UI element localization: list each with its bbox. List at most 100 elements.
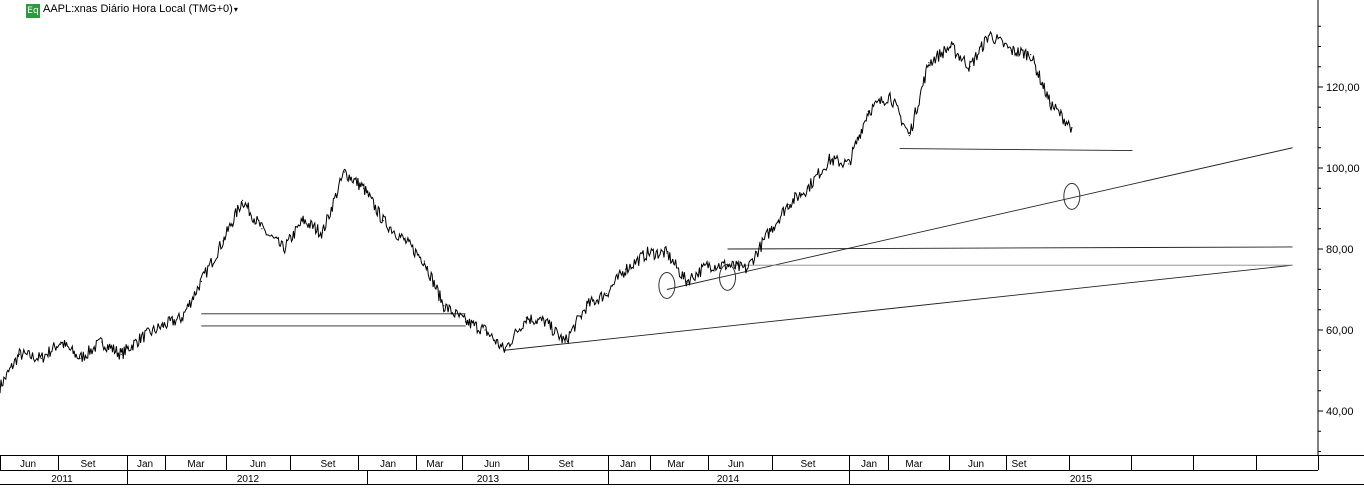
price-point	[564, 341, 566, 343]
month-label: Jun	[484, 459, 500, 470]
price-point	[0, 386, 1, 388]
price-point	[726, 264, 729, 266]
y-tick-label: 120,00	[1326, 82, 1360, 94]
price-point	[950, 45, 952, 48]
year-label: 2012	[237, 474, 260, 485]
chart-title-text: AAPL:xnas Diário Hora Local (TMG+0)	[43, 3, 233, 15]
price-point	[321, 232, 324, 234]
month-label: Set	[1011, 459, 1026, 470]
price-point	[988, 33, 991, 35]
highlight-circle	[719, 263, 736, 291]
price-point	[867, 110, 869, 112]
price-point	[382, 220, 384, 222]
price-point	[18, 353, 20, 355]
price-point	[768, 232, 770, 234]
month-label: Jun	[728, 459, 744, 470]
month-label: Mar	[426, 459, 444, 470]
month-label: Mar	[187, 459, 205, 470]
price-point	[423, 260, 425, 262]
highlight-circle	[1063, 182, 1081, 210]
price-line	[0, 30, 1073, 394]
equity-badge-icon: Eq	[26, 4, 40, 18]
price-point	[120, 353, 122, 355]
month-label: Jun	[250, 459, 266, 470]
price-point	[363, 187, 365, 189]
price-point	[161, 325, 164, 327]
price-point	[222, 240, 224, 242]
month-label: Jan	[861, 459, 877, 470]
price-point	[404, 240, 406, 242]
month-label: Mar	[667, 459, 685, 470]
chart-title[interactable]: AAPL:xnas Diário Hora Local (TMG+0)▾	[43, 3, 238, 15]
price-point	[908, 135, 910, 137]
price-point	[79, 357, 81, 359]
price-point	[261, 228, 263, 230]
price-point	[465, 321, 467, 323]
price-point	[605, 292, 607, 295]
year-label: 2014	[717, 474, 740, 485]
year-label: 2011	[51, 474, 73, 485]
price-series	[0, 30, 1073, 394]
price-point	[181, 317, 183, 319]
year-label: 2013	[477, 474, 500, 485]
month-label: Set	[800, 459, 815, 470]
month-label: Set	[558, 459, 573, 470]
price-point	[503, 349, 505, 351]
trendline-horizontal	[727, 246, 1293, 250]
price-point	[806, 187, 809, 189]
trendline-trend	[666, 147, 1293, 290]
price-point	[241, 199, 244, 201]
x-axis: Jun Set Jan Mar Jun Set Jan Mar Jun Set Jan Mar Jun S…	[0, 456, 1319, 485]
price-point	[707, 264, 709, 266]
y-axis: 40,00 60,00 80,00 100,00 120,00	[1318, 25, 1360, 452]
month-label: Jan	[620, 459, 636, 470]
price-point	[443, 305, 445, 307]
month-label: Mar	[905, 459, 923, 470]
price-point	[625, 268, 627, 270]
year-label: 2015	[1070, 474, 1093, 485]
price-point	[586, 305, 588, 307]
price-point	[1049, 102, 1051, 104]
price-point	[685, 280, 687, 282]
y-tick-label: 40,00	[1326, 406, 1354, 418]
price-point	[828, 159, 830, 161]
price-point	[200, 280, 202, 282]
price-point	[928, 62, 930, 64]
y-tick-label: 60,00	[1326, 325, 1354, 337]
month-label: Set	[320, 459, 335, 470]
price-point	[525, 317, 527, 319]
price-point	[140, 337, 142, 339]
price-point	[666, 252, 668, 254]
price-point	[60, 341, 62, 343]
month-label: Jun	[968, 459, 984, 470]
annotation-lines	[201, 147, 1293, 351]
y-tick-label: 80,00	[1326, 244, 1354, 256]
price-point	[40, 357, 42, 359]
price-point	[1030, 54, 1032, 56]
price-point	[343, 171, 345, 173]
price-point	[889, 94, 891, 96]
price-point	[283, 248, 285, 250]
annotation-circles	[658, 182, 1081, 299]
month-label: Jan	[137, 459, 153, 470]
price-point	[646, 252, 649, 254]
month-label: Set	[80, 459, 95, 470]
month-label: Jun	[20, 459, 36, 470]
price-point	[101, 341, 103, 343]
price-point	[746, 268, 748, 270]
month-label: Jan	[380, 459, 396, 470]
price-point	[484, 329, 486, 331]
price-point	[545, 321, 547, 323]
chevron-down-icon[interactable]: ▾	[233, 5, 238, 14]
price-point	[1071, 126, 1073, 129]
price-point	[787, 203, 789, 206]
trendline-trend	[504, 264, 1293, 351]
y-tick-label: 100,00	[1326, 163, 1360, 175]
price-point	[302, 220, 304, 222]
trendline-horizontal	[899, 148, 1133, 152]
plot-area	[0, 0, 1318, 455]
price-point	[848, 163, 850, 165]
price-point	[969, 66, 971, 68]
